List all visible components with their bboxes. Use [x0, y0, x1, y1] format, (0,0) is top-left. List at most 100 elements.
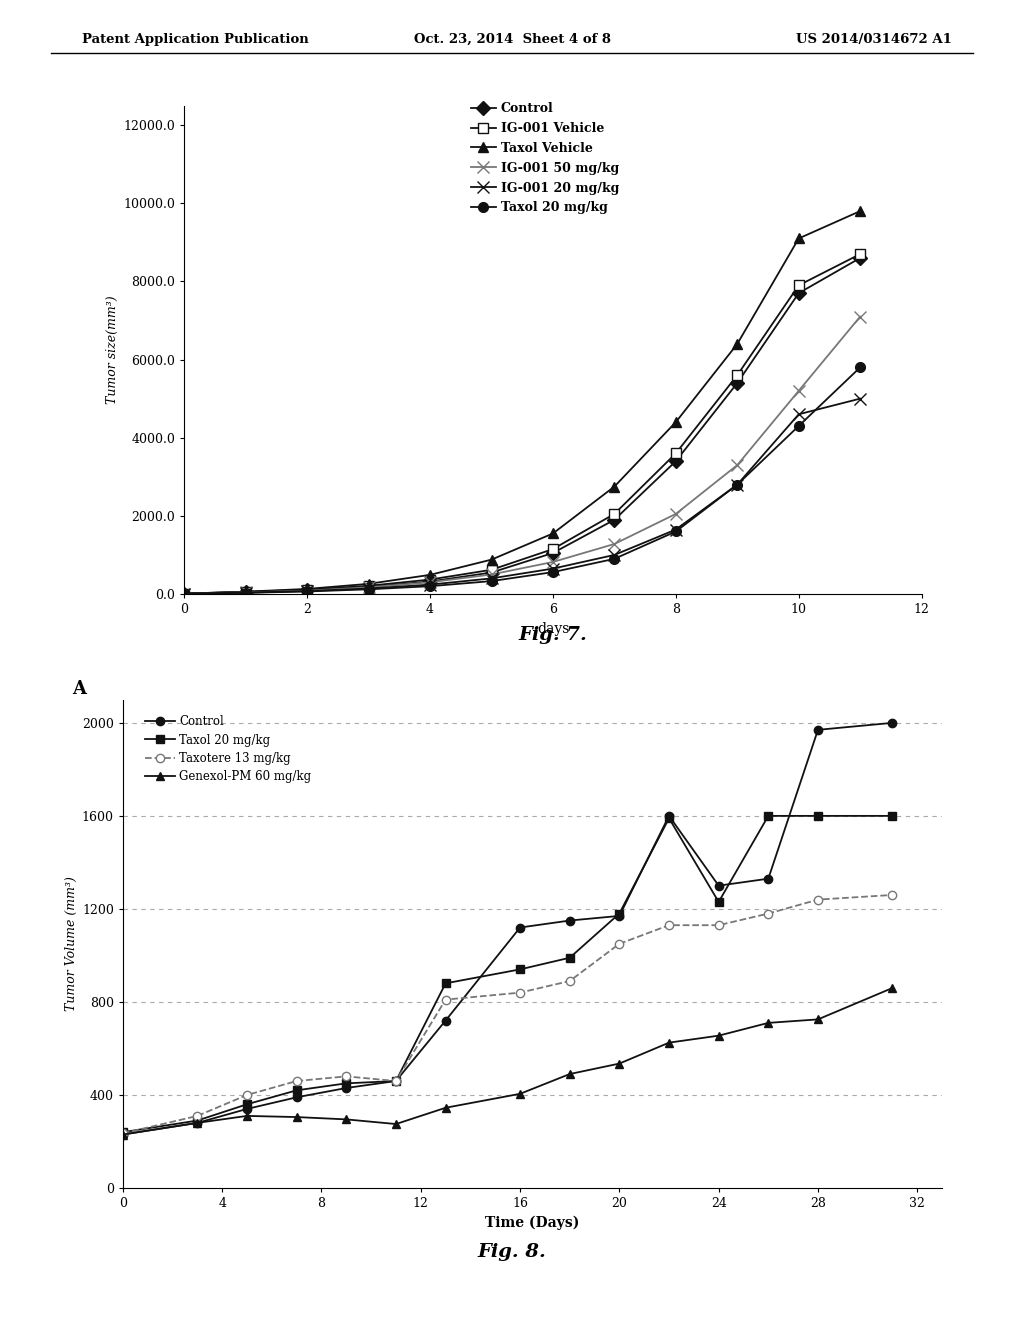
IG-001 Vehicle	[178, 586, 190, 602]
Control	[390, 1073, 402, 1089]
IG-001 Vehicle	[731, 367, 743, 383]
IG-001 50 mg/kg	[854, 309, 866, 325]
Genexol-PM 60 mg/kg	[563, 1067, 575, 1082]
Taxol Vehicle	[240, 583, 252, 599]
Taxol 20 mg/kg	[713, 894, 725, 909]
IG-001 20 mg/kg	[793, 407, 805, 422]
Control	[547, 545, 559, 561]
Taxol 20 mg/kg	[424, 578, 436, 594]
Taxol 20 mg/kg	[547, 564, 559, 579]
Text: Fig. 7.: Fig. 7.	[518, 626, 588, 644]
Taxotere 13 mg/kg	[390, 1073, 402, 1089]
Taxol 20 mg/kg	[514, 961, 526, 977]
Taxol 20 mg/kg	[608, 550, 621, 566]
IG-001 Vehicle	[793, 277, 805, 293]
Text: Oct. 23, 2014  Sheet 4 of 8: Oct. 23, 2014 Sheet 4 of 8	[414, 33, 610, 46]
Control	[793, 285, 805, 301]
Control	[670, 453, 682, 469]
Genexol-PM 60 mg/kg	[291, 1109, 303, 1125]
Genexol-PM 60 mg/kg	[191, 1115, 204, 1131]
Taxol 20 mg/kg	[812, 808, 824, 824]
Taxotere 13 mg/kg	[514, 985, 526, 1001]
Line: Genexol-PM 60 mg/kg: Genexol-PM 60 mg/kg	[119, 983, 897, 1139]
Taxotere 13 mg/kg	[613, 936, 626, 952]
Line: Taxol Vehicle: Taxol Vehicle	[179, 206, 865, 598]
Taxol 20 mg/kg	[887, 808, 899, 824]
Genexol-PM 60 mg/kg	[663, 1035, 675, 1051]
Taxol 20 mg/kg	[362, 581, 375, 597]
Line: IG-001 Vehicle: IG-001 Vehicle	[179, 249, 865, 598]
Taxol 20 mg/kg	[340, 1076, 352, 1092]
Genexol-PM 60 mg/kg	[117, 1126, 129, 1142]
Control	[291, 1089, 303, 1105]
IG-001 Vehicle	[670, 445, 682, 461]
Control	[362, 579, 375, 595]
Control	[117, 1126, 129, 1142]
IG-001 Vehicle	[485, 562, 498, 578]
Control	[439, 1012, 452, 1028]
Control	[191, 1115, 204, 1131]
Taxotere 13 mg/kg	[663, 917, 675, 933]
Taxol Vehicle	[485, 552, 498, 568]
Text: Fig. 8.: Fig. 8.	[477, 1242, 547, 1261]
Legend: Control, IG-001 Vehicle, Taxol Vehicle, IG-001 50 mg/kg, IG-001 20 mg/kg, Taxol : Control, IG-001 Vehicle, Taxol Vehicle, …	[471, 102, 620, 214]
Control	[731, 375, 743, 391]
Control	[424, 574, 436, 590]
IG-001 Vehicle	[424, 572, 436, 587]
Taxol Vehicle	[362, 576, 375, 591]
Taxotere 13 mg/kg	[563, 973, 575, 989]
Taxol Vehicle	[854, 203, 866, 219]
Taxol 20 mg/kg	[439, 975, 452, 991]
IG-001 Vehicle	[608, 506, 621, 521]
Genexol-PM 60 mg/kg	[390, 1117, 402, 1133]
Control	[663, 808, 675, 824]
Genexol-PM 60 mg/kg	[812, 1011, 824, 1027]
Taxol Vehicle	[670, 414, 682, 430]
IG-001 50 mg/kg	[793, 383, 805, 399]
IG-001 Vehicle	[854, 246, 866, 261]
Taxotere 13 mg/kg	[340, 1068, 352, 1084]
Line: Taxol 20 mg/kg: Taxol 20 mg/kg	[179, 363, 865, 598]
Line: Control: Control	[119, 718, 897, 1139]
Text: Patent Application Publication: Patent Application Publication	[82, 33, 308, 46]
IG-001 Vehicle	[301, 582, 313, 598]
Taxol Vehicle	[731, 337, 743, 352]
Taxotere 13 mg/kg	[117, 1126, 129, 1142]
Line: IG-001 20 mg/kg: IG-001 20 mg/kg	[178, 392, 866, 599]
IG-001 50 mg/kg	[670, 506, 682, 521]
Taxol Vehicle	[547, 525, 559, 541]
Taxol 20 mg/kg	[191, 1113, 204, 1129]
Taxotere 13 mg/kg	[191, 1107, 204, 1123]
Taxol 20 mg/kg	[663, 810, 675, 826]
Control	[854, 249, 866, 265]
IG-001 20 mg/kg	[240, 585, 252, 601]
Taxol 20 mg/kg	[613, 906, 626, 921]
X-axis label: Time (Days): Time (Days)	[485, 1216, 580, 1230]
Control	[608, 512, 621, 528]
Taxotere 13 mg/kg	[241, 1088, 253, 1104]
IG-001 50 mg/kg	[240, 585, 252, 601]
IG-001 20 mg/kg	[670, 521, 682, 537]
IG-001 50 mg/kg	[608, 536, 621, 552]
Control	[241, 1101, 253, 1117]
Taxol 20 mg/kg	[390, 1073, 402, 1089]
Taxol 20 mg/kg	[854, 359, 866, 375]
Taxotere 13 mg/kg	[762, 906, 774, 921]
IG-001 20 mg/kg	[424, 577, 436, 593]
Control	[301, 582, 313, 598]
Taxol 20 mg/kg	[178, 586, 190, 602]
IG-001 50 mg/kg	[362, 579, 375, 595]
Control	[485, 565, 498, 581]
IG-001 Vehicle	[240, 583, 252, 599]
Y-axis label: Tumor size(mm³): Tumor size(mm³)	[106, 296, 119, 404]
Taxol 20 mg/kg	[793, 418, 805, 434]
Control	[812, 722, 824, 738]
IG-001 20 mg/kg	[362, 581, 375, 597]
IG-001 50 mg/kg	[424, 574, 436, 590]
IG-001 Vehicle	[547, 541, 559, 557]
IG-001 50 mg/kg	[731, 457, 743, 473]
Taxol Vehicle	[793, 231, 805, 247]
Taxol 20 mg/kg	[291, 1082, 303, 1098]
IG-001 Vehicle	[362, 578, 375, 594]
Genexol-PM 60 mg/kg	[713, 1028, 725, 1044]
